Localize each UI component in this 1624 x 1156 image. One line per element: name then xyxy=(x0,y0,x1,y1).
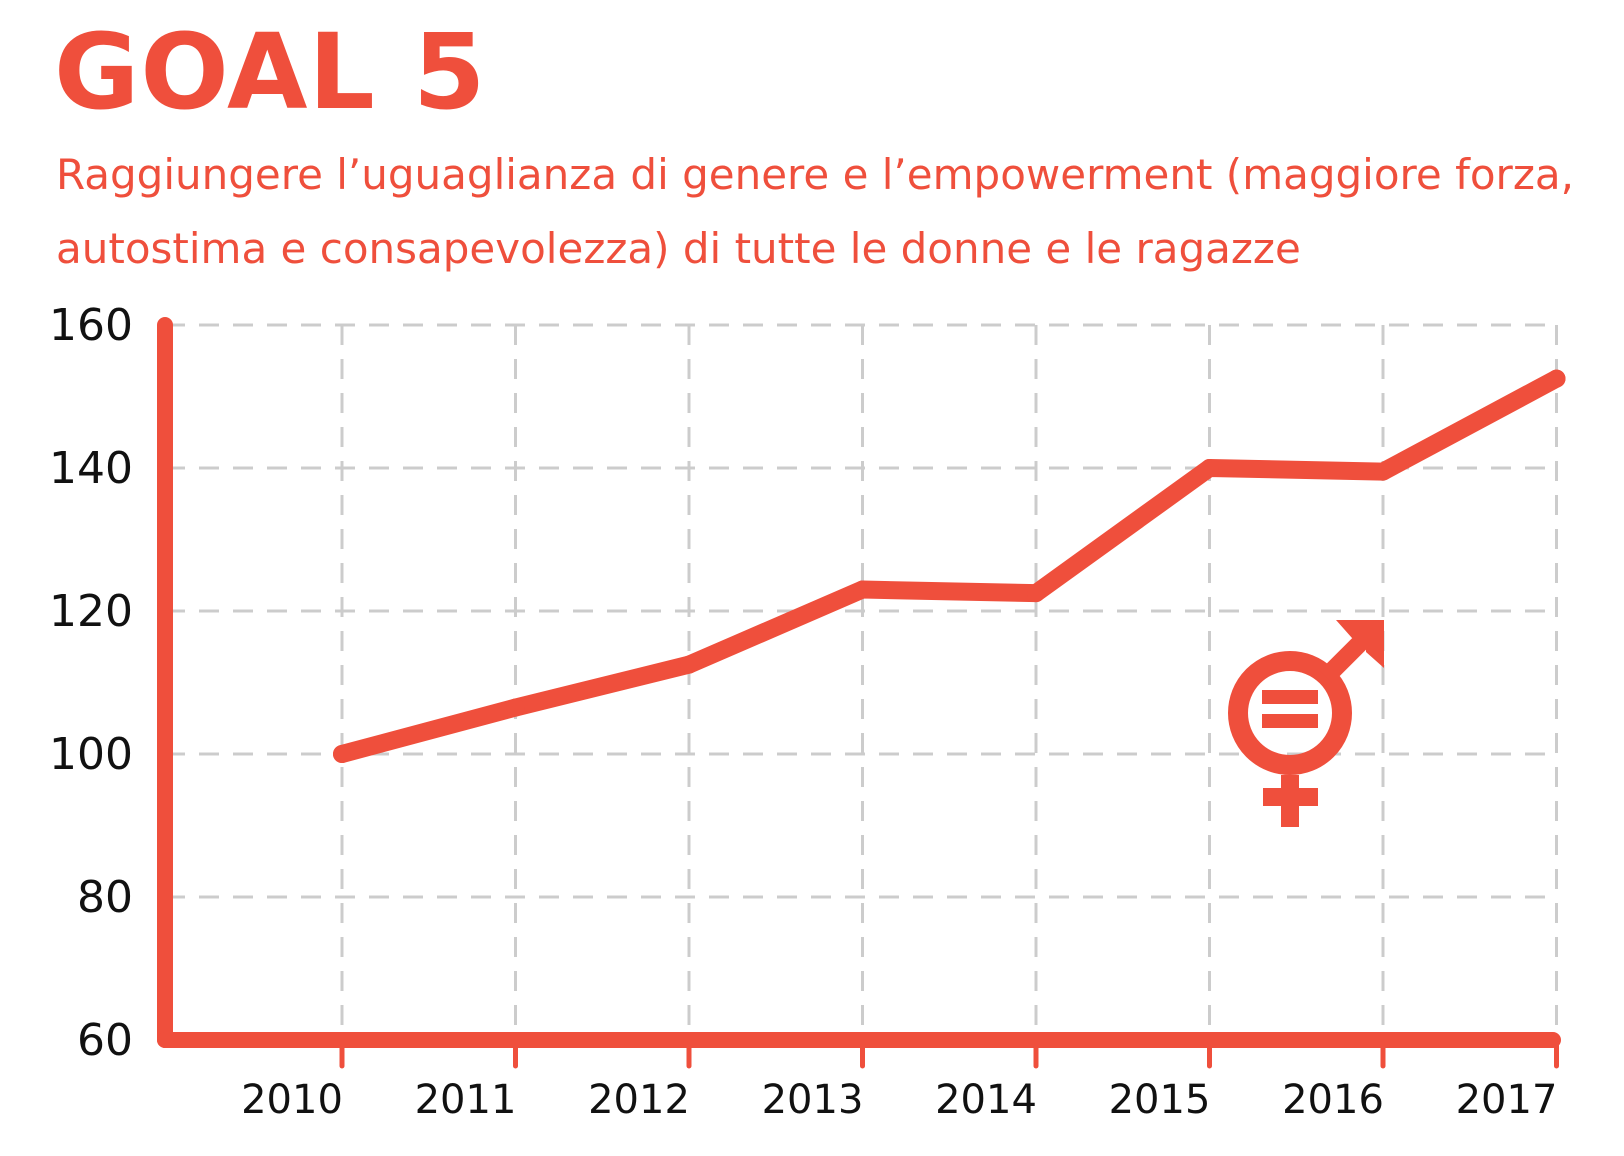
icon-equals-bottom xyxy=(1262,714,1318,728)
page-title: GOAL 5 xyxy=(54,11,487,133)
data-point xyxy=(1374,462,1392,481)
data-point xyxy=(853,580,872,599)
x-tick-label: 2013 xyxy=(762,1077,864,1123)
icon-male-arrowhead xyxy=(1336,620,1384,668)
x-tick-label: 2017 xyxy=(1456,1077,1558,1123)
x-tick-label: 2014 xyxy=(935,1077,1037,1123)
y-tick-label: 140 xyxy=(49,443,133,494)
x-tick-label: 2010 xyxy=(241,1077,343,1123)
y-tick-label: 120 xyxy=(49,586,133,637)
icon-ring xyxy=(1228,651,1352,775)
y-tick-label: 60 xyxy=(77,1015,133,1066)
y-tick-label: 100 xyxy=(49,729,133,780)
y-tick-label: 160 xyxy=(49,300,133,351)
page-subtitle: Raggiungere l’uguaglianza di genere e l’… xyxy=(56,150,1574,273)
data-point xyxy=(1027,584,1045,603)
icon-equals-top xyxy=(1262,690,1318,704)
x-tick-label: 2015 xyxy=(1109,1077,1211,1123)
data-point xyxy=(333,745,351,763)
data-point xyxy=(680,655,698,674)
y-tick-label: 80 xyxy=(77,872,133,923)
x-tick-label: 2011 xyxy=(415,1077,517,1123)
data-point xyxy=(506,698,525,717)
series-line xyxy=(333,369,1566,763)
data-point xyxy=(1547,369,1566,388)
x-tick-label: 2016 xyxy=(1282,1077,1384,1123)
gender-equality-icon xyxy=(1228,620,1384,827)
x-tick-label: 2012 xyxy=(588,1077,690,1123)
icon-female-cross xyxy=(1263,788,1318,806)
data-point xyxy=(1200,459,1219,477)
series xyxy=(333,369,1566,763)
tick-labels: 60 80 100 120 140 160 2010 2011 2012 2013 2014 2015… xyxy=(49,300,1557,1123)
axes xyxy=(157,317,1561,1069)
